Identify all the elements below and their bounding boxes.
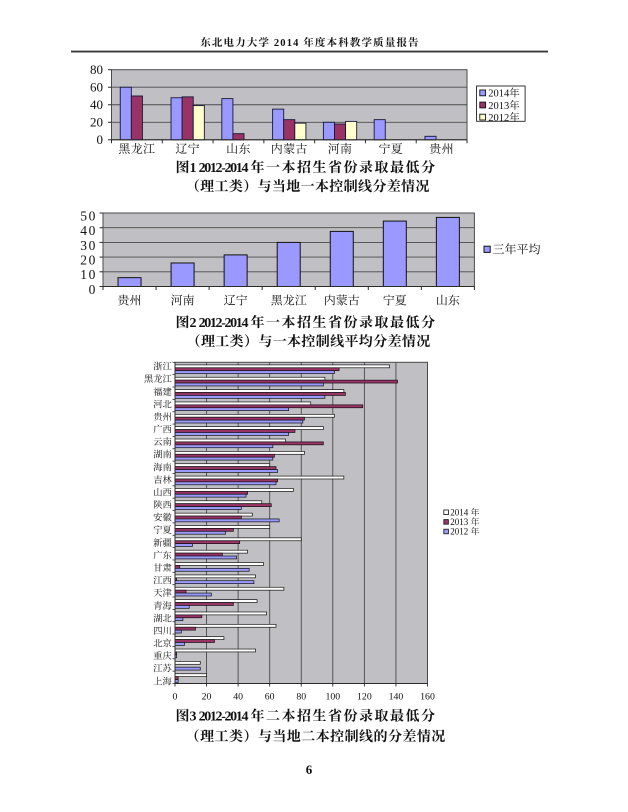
svg-text:新疆: 新疆 [153, 538, 172, 549]
svg-text:安徽: 安徽 [153, 513, 172, 524]
svg-text:80: 80 [296, 692, 306, 703]
svg-text:云南: 云南 [153, 437, 172, 448]
svg-text:20: 20 [80, 253, 97, 268]
svg-text:0: 0 [89, 282, 97, 297]
svg-text:海南: 海南 [153, 462, 172, 473]
svg-text:辽宁: 辽宁 [224, 293, 248, 307]
svg-text:河南: 河南 [171, 293, 195, 307]
svg-text:2014 年: 2014 年 [450, 508, 479, 518]
svg-text:0: 0 [173, 692, 178, 703]
svg-text:2013年: 2013年 [488, 100, 520, 112]
svg-text:广西: 广西 [153, 425, 172, 436]
svg-text:40: 40 [80, 223, 97, 238]
svg-text:湖南: 湖南 [153, 450, 172, 461]
svg-text:2012年: 2012年 [488, 112, 520, 124]
svg-text:江西: 江西 [153, 576, 172, 587]
svg-text:贵州: 贵州 [153, 412, 172, 423]
svg-text:三年平均: 三年平均 [493, 243, 541, 257]
svg-text:40: 40 [90, 97, 103, 112]
svg-text:140: 140 [389, 692, 404, 703]
svg-text:青海: 青海 [153, 601, 172, 612]
svg-text:（理工类）与当地一本控制线分差情况: （理工类）与当地一本控制线分差情况 [186, 179, 430, 195]
svg-text:山东: 山东 [436, 293, 460, 307]
svg-text:2012 年: 2012 年 [450, 527, 479, 537]
svg-text:上海: 上海 [153, 676, 172, 687]
svg-text:黑龙江: 黑龙江 [144, 374, 173, 385]
svg-text:辽宁: 辽宁 [175, 142, 200, 156]
svg-text:2013 年: 2013 年 [450, 517, 479, 527]
svg-text:黑龙江: 黑龙江 [271, 293, 307, 307]
svg-text:内蒙古: 内蒙古 [271, 142, 308, 156]
svg-text:（理工类）与当地二本控制线的分差情况: （理工类）与当地二本控制线的分差情况 [186, 729, 446, 745]
svg-text:宁夏: 宁夏 [379, 142, 404, 156]
svg-text:东北电力大学 2014 年度本科教学质量报告: 东北电力大学 2014 年度本科教学质量报告 [200, 36, 420, 49]
svg-text:湖北: 湖北 [153, 613, 172, 624]
svg-text:江苏: 江苏 [153, 664, 172, 675]
svg-text:内蒙古: 内蒙古 [324, 293, 360, 307]
svg-text:黑龙江: 黑龙江 [118, 142, 155, 156]
svg-text:河北: 河北 [153, 399, 172, 410]
svg-text:天津: 天津 [153, 588, 172, 599]
svg-text:山西: 山西 [153, 487, 172, 498]
svg-text:120: 120 [357, 692, 372, 703]
svg-text:贵州: 贵州 [429, 142, 454, 156]
svg-text:20: 20 [90, 115, 103, 130]
svg-text:20: 20 [202, 692, 212, 703]
svg-text:吉林: 吉林 [153, 475, 172, 486]
svg-text:6: 6 [306, 762, 313, 777]
svg-text:福建: 福建 [153, 387, 172, 398]
svg-text:陕西: 陕西 [153, 500, 172, 511]
svg-text:浙江: 浙江 [153, 362, 172, 373]
svg-text:宁夏: 宁夏 [153, 525, 172, 536]
svg-text:广东: 广东 [153, 550, 172, 561]
svg-text:10: 10 [80, 267, 97, 282]
svg-text:80: 80 [90, 62, 103, 77]
svg-text:甘肃: 甘肃 [153, 563, 172, 574]
svg-text:重庆: 重庆 [153, 651, 172, 662]
svg-text:50: 50 [80, 208, 97, 223]
svg-text:30: 30 [80, 238, 97, 253]
svg-text:（理工类）与一本控制线平均分差情况: （理工类）与一本控制线平均分差情况 [187, 334, 431, 350]
svg-text:宁夏: 宁夏 [383, 293, 407, 307]
svg-text:山东: 山东 [226, 142, 251, 156]
svg-text:贵州: 贵州 [118, 293, 142, 307]
svg-text:0: 0 [97, 132, 104, 147]
svg-text:北京: 北京 [153, 639, 172, 650]
svg-text:60: 60 [265, 692, 275, 703]
svg-text:河南: 河南 [328, 142, 353, 156]
svg-text:60: 60 [90, 80, 103, 95]
svg-text:2014年: 2014年 [488, 88, 520, 100]
svg-text:四川: 四川 [153, 626, 172, 637]
svg-text:40: 40 [233, 692, 243, 703]
svg-text:100: 100 [325, 692, 340, 703]
svg-text:160: 160 [420, 692, 435, 703]
